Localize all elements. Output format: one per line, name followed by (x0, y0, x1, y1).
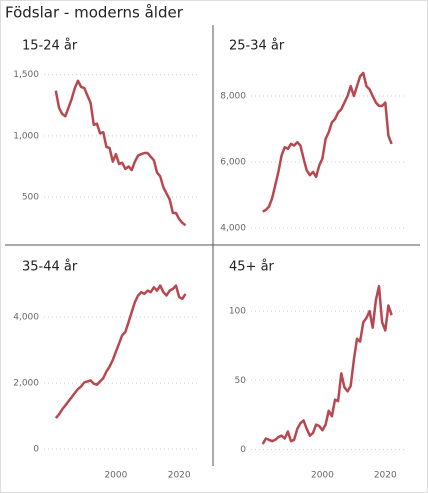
line (54, 284, 187, 419)
panel-title: 15-24 år (22, 39, 78, 54)
y-tick-label: 0 (240, 445, 246, 455)
y-tick-label: 0 (33, 445, 39, 455)
main-title: Födslar - moderns ålder (5, 4, 184, 22)
panel-title: 35-44 år (22, 260, 78, 275)
line (261, 284, 393, 445)
y-tick-label: 4,000 (220, 224, 246, 234)
y-tick-label: 1,000 (13, 131, 39, 141)
x-tick-label: 2020 (168, 471, 191, 481)
line (262, 71, 393, 213)
y-tick-label: 50 (235, 376, 247, 386)
panel-title: 45+ år (229, 260, 275, 275)
panel-title: 25-34 år (229, 39, 285, 54)
x-tick-label: 2000 (104, 471, 127, 481)
x-tick-label: 2000 (311, 471, 334, 481)
y-tick-label: 4,000 (13, 313, 39, 323)
y-tick-label: 500 (22, 193, 39, 203)
y-tick-label: 6,000 (220, 158, 246, 168)
x-tick-label: 2020 (374, 471, 397, 481)
line (54, 79, 187, 227)
y-tick-label: 8,000 (220, 91, 246, 101)
y-tick-label: 1,500 (13, 70, 39, 80)
y-tick-label: 2,000 (13, 379, 39, 389)
y-tick-label: 100 (229, 307, 246, 317)
